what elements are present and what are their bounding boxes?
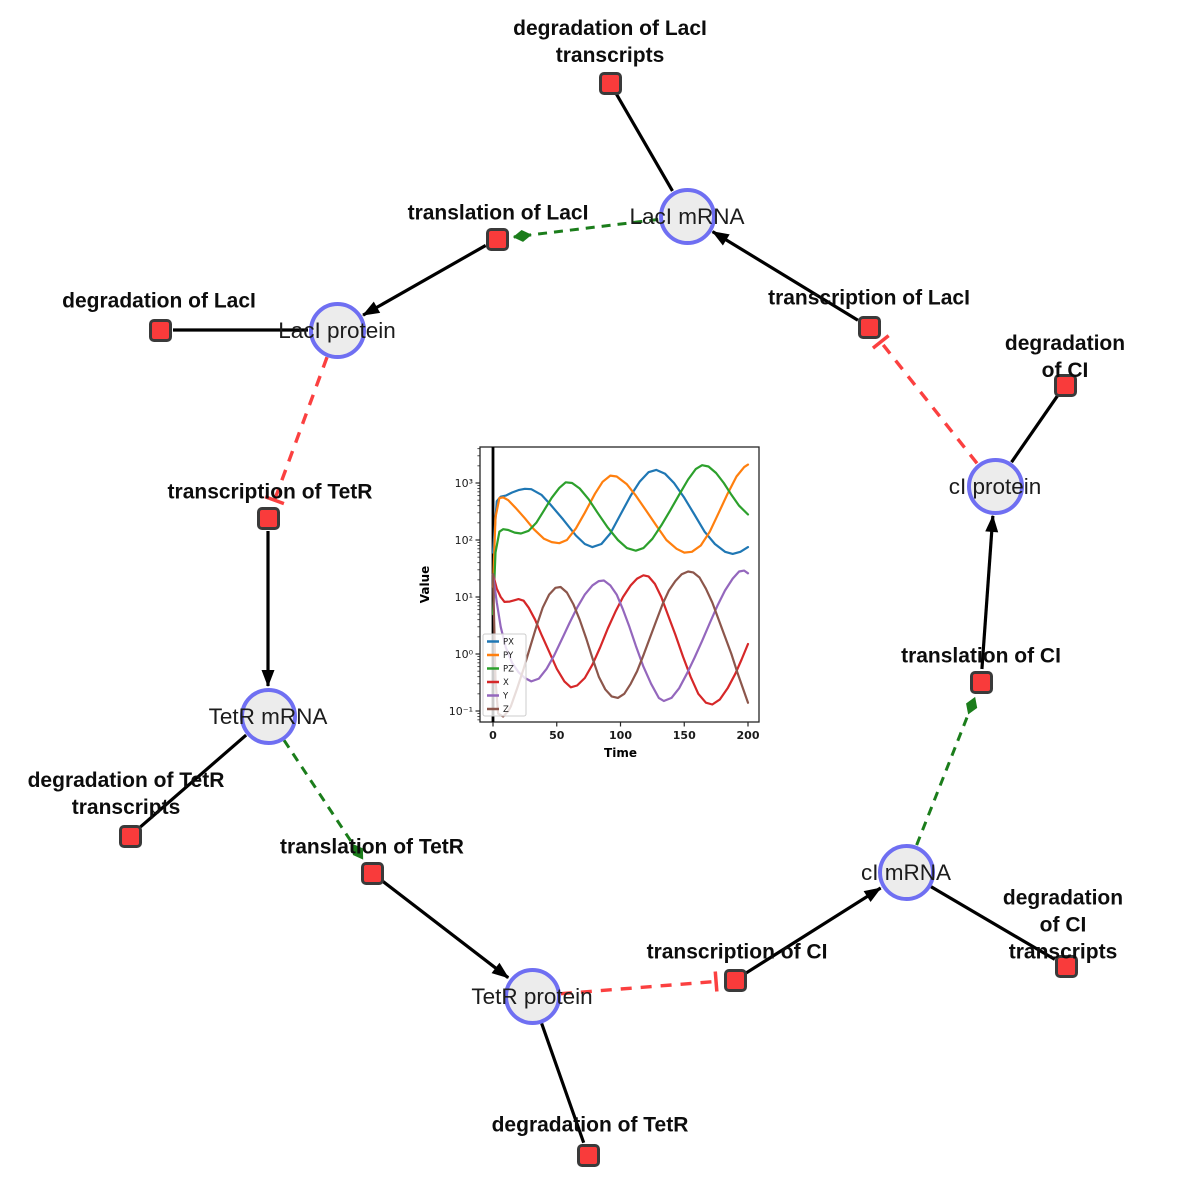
reaction-label-deg-tetr: degradation of TetR [491,1113,689,1137]
edge-modifier-tetr-mrna-to-translation-tetr [282,739,364,860]
reaction-label-deg-ci: degradation of CI [1004,332,1126,382]
y-tick-label: 10¹ [455,591,473,604]
reaction-label-translation-tetr: translation of TetR [280,835,464,859]
reaction-node-translation-laci[interactable] [485,227,509,251]
edge-inhibition-tetr-protein-to-transcription-ci [560,971,719,996]
edge-modifier-ci-mrna-to-translation-ci [915,696,978,846]
y-axis-title: Value [418,566,432,604]
reaction-label-deg-laci: degradation of LacI [62,289,256,313]
y-tick-label: 10² [455,534,473,547]
species-label-ci-mrna: cI mRNA [861,860,951,885]
edge-modifier-laci-mrna-to-translation-laci [512,217,659,242]
x-tick-label: 100 [609,729,632,742]
reaction-node-deg-tetr-transcripts[interactable] [118,824,142,848]
reaction-label-transcription-laci: transcription of LacI [768,286,970,310]
legend-label-X: X [503,678,509,688]
species-label-laci-protein: LacI protein [278,318,396,343]
y-tick-label: 10³ [455,477,473,490]
edge-consumption-tetr-mrna-to-deg-tetr-transcripts [138,733,248,829]
timecourse-plot: 10³ 10² 10¹ 10⁰ 10⁻¹ 0 50 100 150 200 Time Value PX P… [415,432,770,762]
x-axis-title: Time [604,746,637,760]
series-Y [491,569,750,703]
series-PX [491,468,750,556]
reaction-label-transcription-tetr: transcription of TetR [167,480,373,504]
species-label-ci-protein: cI protein [948,474,1042,499]
species-label-tetr-protein: TetR protein [471,984,593,1009]
reaction-node-transcription-laci[interactable] [857,315,881,339]
reaction-label-deg-ci-transcripts: degradation of CI transcripts [1002,886,1124,964]
reaction-label-translation-laci: translation of LacI [407,201,589,225]
series-PY [491,463,750,589]
reaction-node-deg-ci[interactable] [1053,373,1077,397]
x-tick-label: 150 [673,729,696,742]
reaction-node-deg-tetr[interactable] [576,1143,600,1167]
reaction-node-deg-laci-transcripts[interactable] [598,71,622,95]
legend-label-PX: PX [503,638,514,648]
edge-consumption-ci-protein-to-deg-ci [1010,394,1059,464]
edge-inhibition-ci-protein-to-transcription-laci [871,334,979,465]
legend-label-PZ: PZ [503,665,514,675]
x-tick-label: 50 [549,729,565,742]
species-node-tetr-protein[interactable] [503,967,561,1025]
reaction-node-translation-tetr[interactable] [360,861,384,885]
reaction-label-transcription-ci: transcription of CI [646,940,828,964]
edge-production-translation-tetr-to-tetr-protein [381,879,510,979]
species-label-tetr-mrna: TetR mRNA [208,704,328,729]
species-node-laci-protein[interactable] [308,301,366,359]
series-PZ [491,464,750,616]
edge-consumption-laci-mrna-to-deg-laci-transcripts [615,93,674,192]
reaction-node-deg-laci[interactable] [148,318,172,342]
species-node-laci-mrna[interactable] [658,187,716,245]
edge-production-translation-ci-to-ci-protein [980,514,999,670]
legend-label-PY: PY [503,651,514,661]
reaction-label-translation-ci: translation of CI [901,644,1061,668]
reaction-node-translation-ci[interactable] [969,670,993,694]
edge-production-transcription-laci-to-laci-mrna [711,230,859,322]
y-tick-label: 10⁻¹ [449,705,473,718]
species-node-tetr-mrna[interactable] [239,687,297,745]
edge-production-transcription-ci-to-ci-mrna [745,886,882,975]
series-X [491,573,750,706]
reaction-node-transcription-ci[interactable] [723,968,747,992]
reaction-label-deg-tetr-transcripts: degradation of TetR transcripts [27,769,225,819]
x-tick-label: 200 [737,729,760,742]
y-tick-label: 10⁰ [455,648,474,661]
plot-canvas: 10³ 10² 10¹ 10⁰ 10⁻¹ 0 50 100 150 200 Time Value PX P… [418,446,760,760]
x-tick-label: 0 [489,729,497,742]
reaction-label-deg-laci-transcripts: degradation of LacI transcripts [513,17,707,67]
legend-label-Y: Y [502,692,509,702]
edge-consumption-ci-mrna-to-deg-ci-transcripts [930,885,1056,961]
reaction-node-deg-ci-transcripts[interactable] [1054,954,1078,978]
edge-consumption-tetr-protein-to-deg-tetr [540,1022,586,1144]
species-node-ci-mrna[interactable] [877,843,935,901]
species-node-ci-protein[interactable] [966,457,1024,515]
edge-inhibition-laci-protein-to-transcription-tetr [264,356,329,506]
edge-production-translation-laci-to-laci-protein [362,244,487,317]
legend-label-Z: Z [503,705,509,715]
species-label-laci-mrna: LacI mRNA [629,204,745,229]
reaction-node-transcription-tetr[interactable] [256,506,280,530]
